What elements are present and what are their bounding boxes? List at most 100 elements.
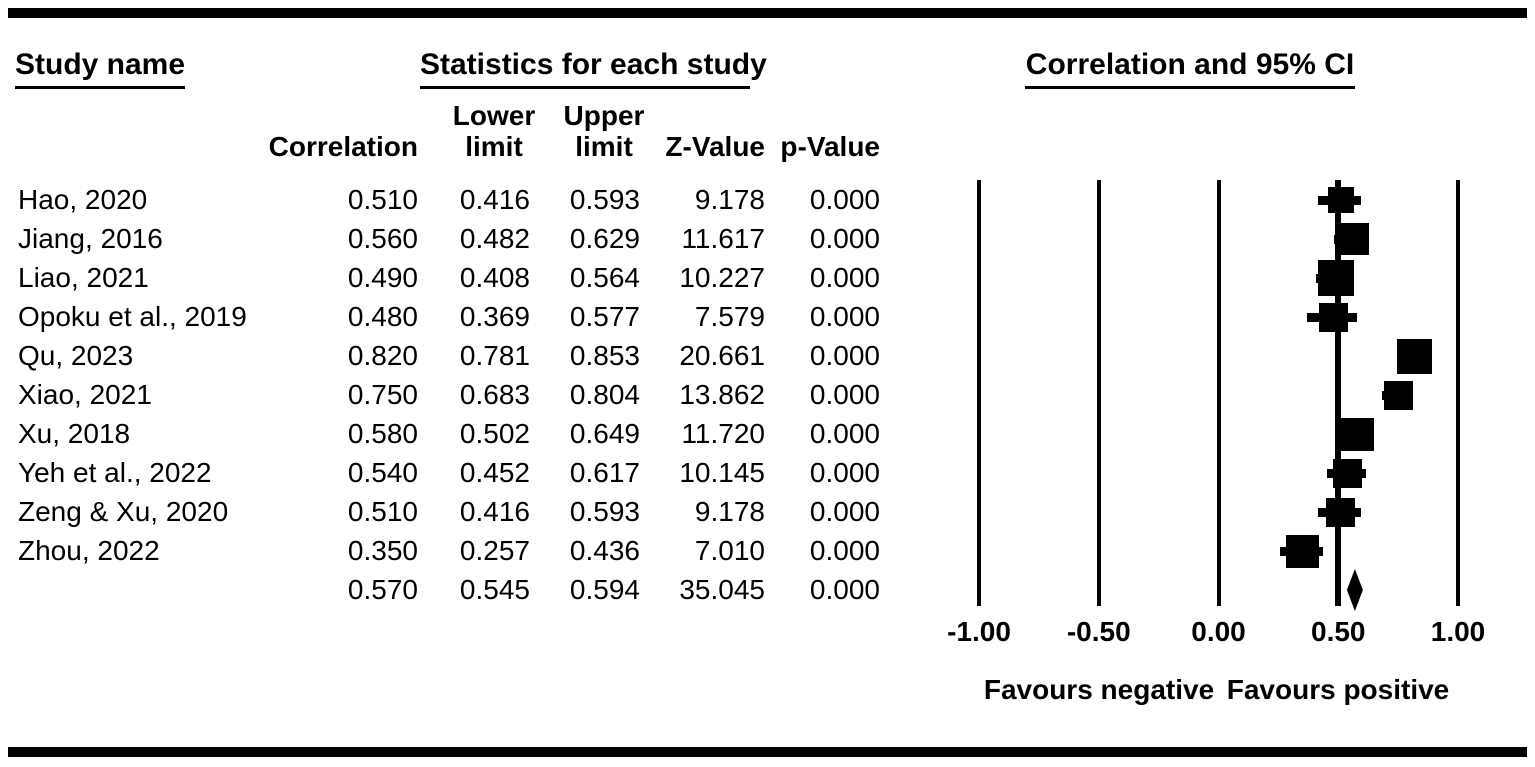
z-value-cell: 11.720 xyxy=(681,418,765,449)
upper-limit-cell: 0.564 xyxy=(569,262,640,293)
z-value-cell: 35.045 xyxy=(679,574,765,605)
table-row: Xu, 2018 0.580 0.502 0.649 11.720 0.000 xyxy=(0,415,920,453)
upper-limit-cell: 0.577 xyxy=(569,301,640,332)
upper-limit-cell: 0.853 xyxy=(569,340,640,371)
table-row: Yeh et al., 2022 0.540 0.452 0.617 10.145 0.0… xyxy=(0,454,920,492)
lower-limit-cell: 0.408 xyxy=(459,262,530,293)
column-header-upper-line2: limit xyxy=(575,131,633,162)
correlation-cell: 0.490 xyxy=(347,262,418,293)
p-value-cell: 0.000 xyxy=(809,379,880,410)
upper-limit-cell: 0.593 xyxy=(569,184,640,215)
favours-negative-label: Favours negative xyxy=(983,674,1215,705)
column-header-lower-line2: limit xyxy=(465,131,523,162)
table-row: Opoku et al., 2019 0.480 0.369 0.577 7.579 0.… xyxy=(0,298,920,336)
z-value-cell: 7.579 xyxy=(694,301,765,332)
study-name-cell: Qu, 2023 xyxy=(18,340,134,371)
axis-gridline xyxy=(1335,180,1342,606)
x-tick-label: 0.00 xyxy=(1191,616,1246,647)
z-value-cell: 9.178 xyxy=(694,184,765,215)
column-header-lower-limit: Lower limit xyxy=(434,100,554,162)
p-value-cell: 0.000 xyxy=(809,496,880,527)
lower-limit-cell: 0.683 xyxy=(459,379,530,410)
lower-limit-cell: 0.545 xyxy=(459,574,530,605)
study-name-cell: Jiang, 2016 xyxy=(18,223,163,254)
axis-gridline xyxy=(1096,180,1101,606)
axis-gridline xyxy=(1456,180,1460,606)
study-name-header: Study name xyxy=(15,48,186,89)
upper-limit-cell: 0.629 xyxy=(569,223,640,254)
upper-limit-cell: 0.649 xyxy=(569,418,640,449)
column-header-upper-line1: Upper xyxy=(563,100,645,131)
lower-limit-cell: 0.416 xyxy=(459,184,530,215)
p-value-cell: 0.000 xyxy=(809,184,880,215)
correlation-cell: 0.580 xyxy=(347,418,418,449)
x-tick-label: -1.00 xyxy=(947,616,1011,647)
forest-square xyxy=(1333,458,1363,488)
p-value-cell: 0.000 xyxy=(809,340,880,371)
lower-limit-cell: 0.416 xyxy=(459,496,530,527)
table-row: 0.570 0.545 0.594 35.045 0.000 xyxy=(0,571,920,609)
lower-limit-cell: 0.257 xyxy=(459,535,530,566)
z-value-cell: 9.178 xyxy=(694,496,765,527)
study-name-cell: Xu, 2018 xyxy=(18,418,131,449)
table-row: Qu, 2023 0.820 0.781 0.853 20.661 0.000 xyxy=(0,337,920,375)
forest-square xyxy=(1327,187,1354,213)
forest-square xyxy=(1317,260,1354,296)
p-value-cell: 0.000 xyxy=(809,457,880,488)
top-rule xyxy=(8,8,1527,18)
lower-limit-cell: 0.502 xyxy=(459,418,530,449)
forest-square xyxy=(1285,534,1319,568)
z-value-cell: 7.010 xyxy=(694,535,765,566)
correlation-cell: 0.510 xyxy=(347,496,418,527)
correlation-cell: 0.540 xyxy=(347,457,418,488)
correlation-cell: 0.510 xyxy=(347,184,418,215)
forest-square xyxy=(1336,223,1369,255)
study-name-cell: Zeng & Xu, 2020 xyxy=(18,496,229,527)
axis-gridline xyxy=(977,180,981,606)
upper-limit-cell: 0.593 xyxy=(569,496,640,527)
bottom-rule xyxy=(8,747,1527,757)
column-header-correlation: Correlation xyxy=(268,131,418,162)
upper-limit-cell: 0.804 xyxy=(569,379,640,410)
upper-limit-cell: 0.617 xyxy=(569,457,640,488)
column-header-upper-limit: Upper limit xyxy=(544,100,664,162)
upper-limit-cell: 0.436 xyxy=(569,535,640,566)
table-row: Zeng & Xu, 2020 0.510 0.416 0.593 9.178 0.000 xyxy=(0,493,920,531)
correlation-cell: 0.560 xyxy=(347,223,418,254)
study-name-cell: Zhou, 2022 xyxy=(18,535,160,566)
column-header-p-value: p-Value xyxy=(780,131,880,162)
p-value-cell: 0.000 xyxy=(809,418,880,449)
table-row: Zhou, 2022 0.350 0.257 0.436 7.010 0.000 xyxy=(0,532,920,570)
correlation-cell: 0.820 xyxy=(347,340,418,371)
plot-header: Correlation and 95% CI xyxy=(1025,48,1355,89)
table-row: Jiang, 2016 0.560 0.482 0.629 11.617 0.000 xyxy=(0,220,920,258)
correlation-cell: 0.350 xyxy=(347,535,418,566)
study-name-cell: Xiao, 2021 xyxy=(18,379,152,410)
lower-limit-cell: 0.482 xyxy=(459,223,530,254)
forest-square xyxy=(1383,380,1413,410)
z-value-cell: 11.617 xyxy=(681,223,765,254)
study-name-cell: Opoku et al., 2019 xyxy=(18,301,247,332)
statistics-header: Statistics for each study xyxy=(420,48,767,89)
study-name-cell: Liao, 2021 xyxy=(18,262,149,293)
p-value-cell: 0.000 xyxy=(809,535,880,566)
x-tick-label: -0.50 xyxy=(1066,616,1131,647)
column-header-lower-line1: Lower xyxy=(452,100,536,131)
study-name-cell: Yeh et al., 2022 xyxy=(18,457,212,488)
correlation-cell: 0.480 xyxy=(347,301,418,332)
lower-limit-cell: 0.452 xyxy=(459,457,530,488)
p-value-cell: 0.000 xyxy=(809,574,880,605)
axis-gridline xyxy=(1216,180,1221,606)
correlation-cell: 0.750 xyxy=(347,379,418,410)
upper-limit-cell: 0.594 xyxy=(569,574,640,605)
forest-square xyxy=(1340,417,1374,451)
lower-limit-cell: 0.781 xyxy=(459,340,530,371)
p-value-cell: 0.000 xyxy=(809,223,880,254)
forest-square xyxy=(1318,302,1348,332)
table-row: Xiao, 2021 0.750 0.683 0.804 13.862 0.000 xyxy=(0,376,920,414)
x-tick-label: 0.50 xyxy=(1311,616,1366,647)
column-header-z-value: Z-Value xyxy=(665,131,765,162)
forest-square xyxy=(1397,338,1433,374)
summary-diamond xyxy=(1346,569,1363,611)
